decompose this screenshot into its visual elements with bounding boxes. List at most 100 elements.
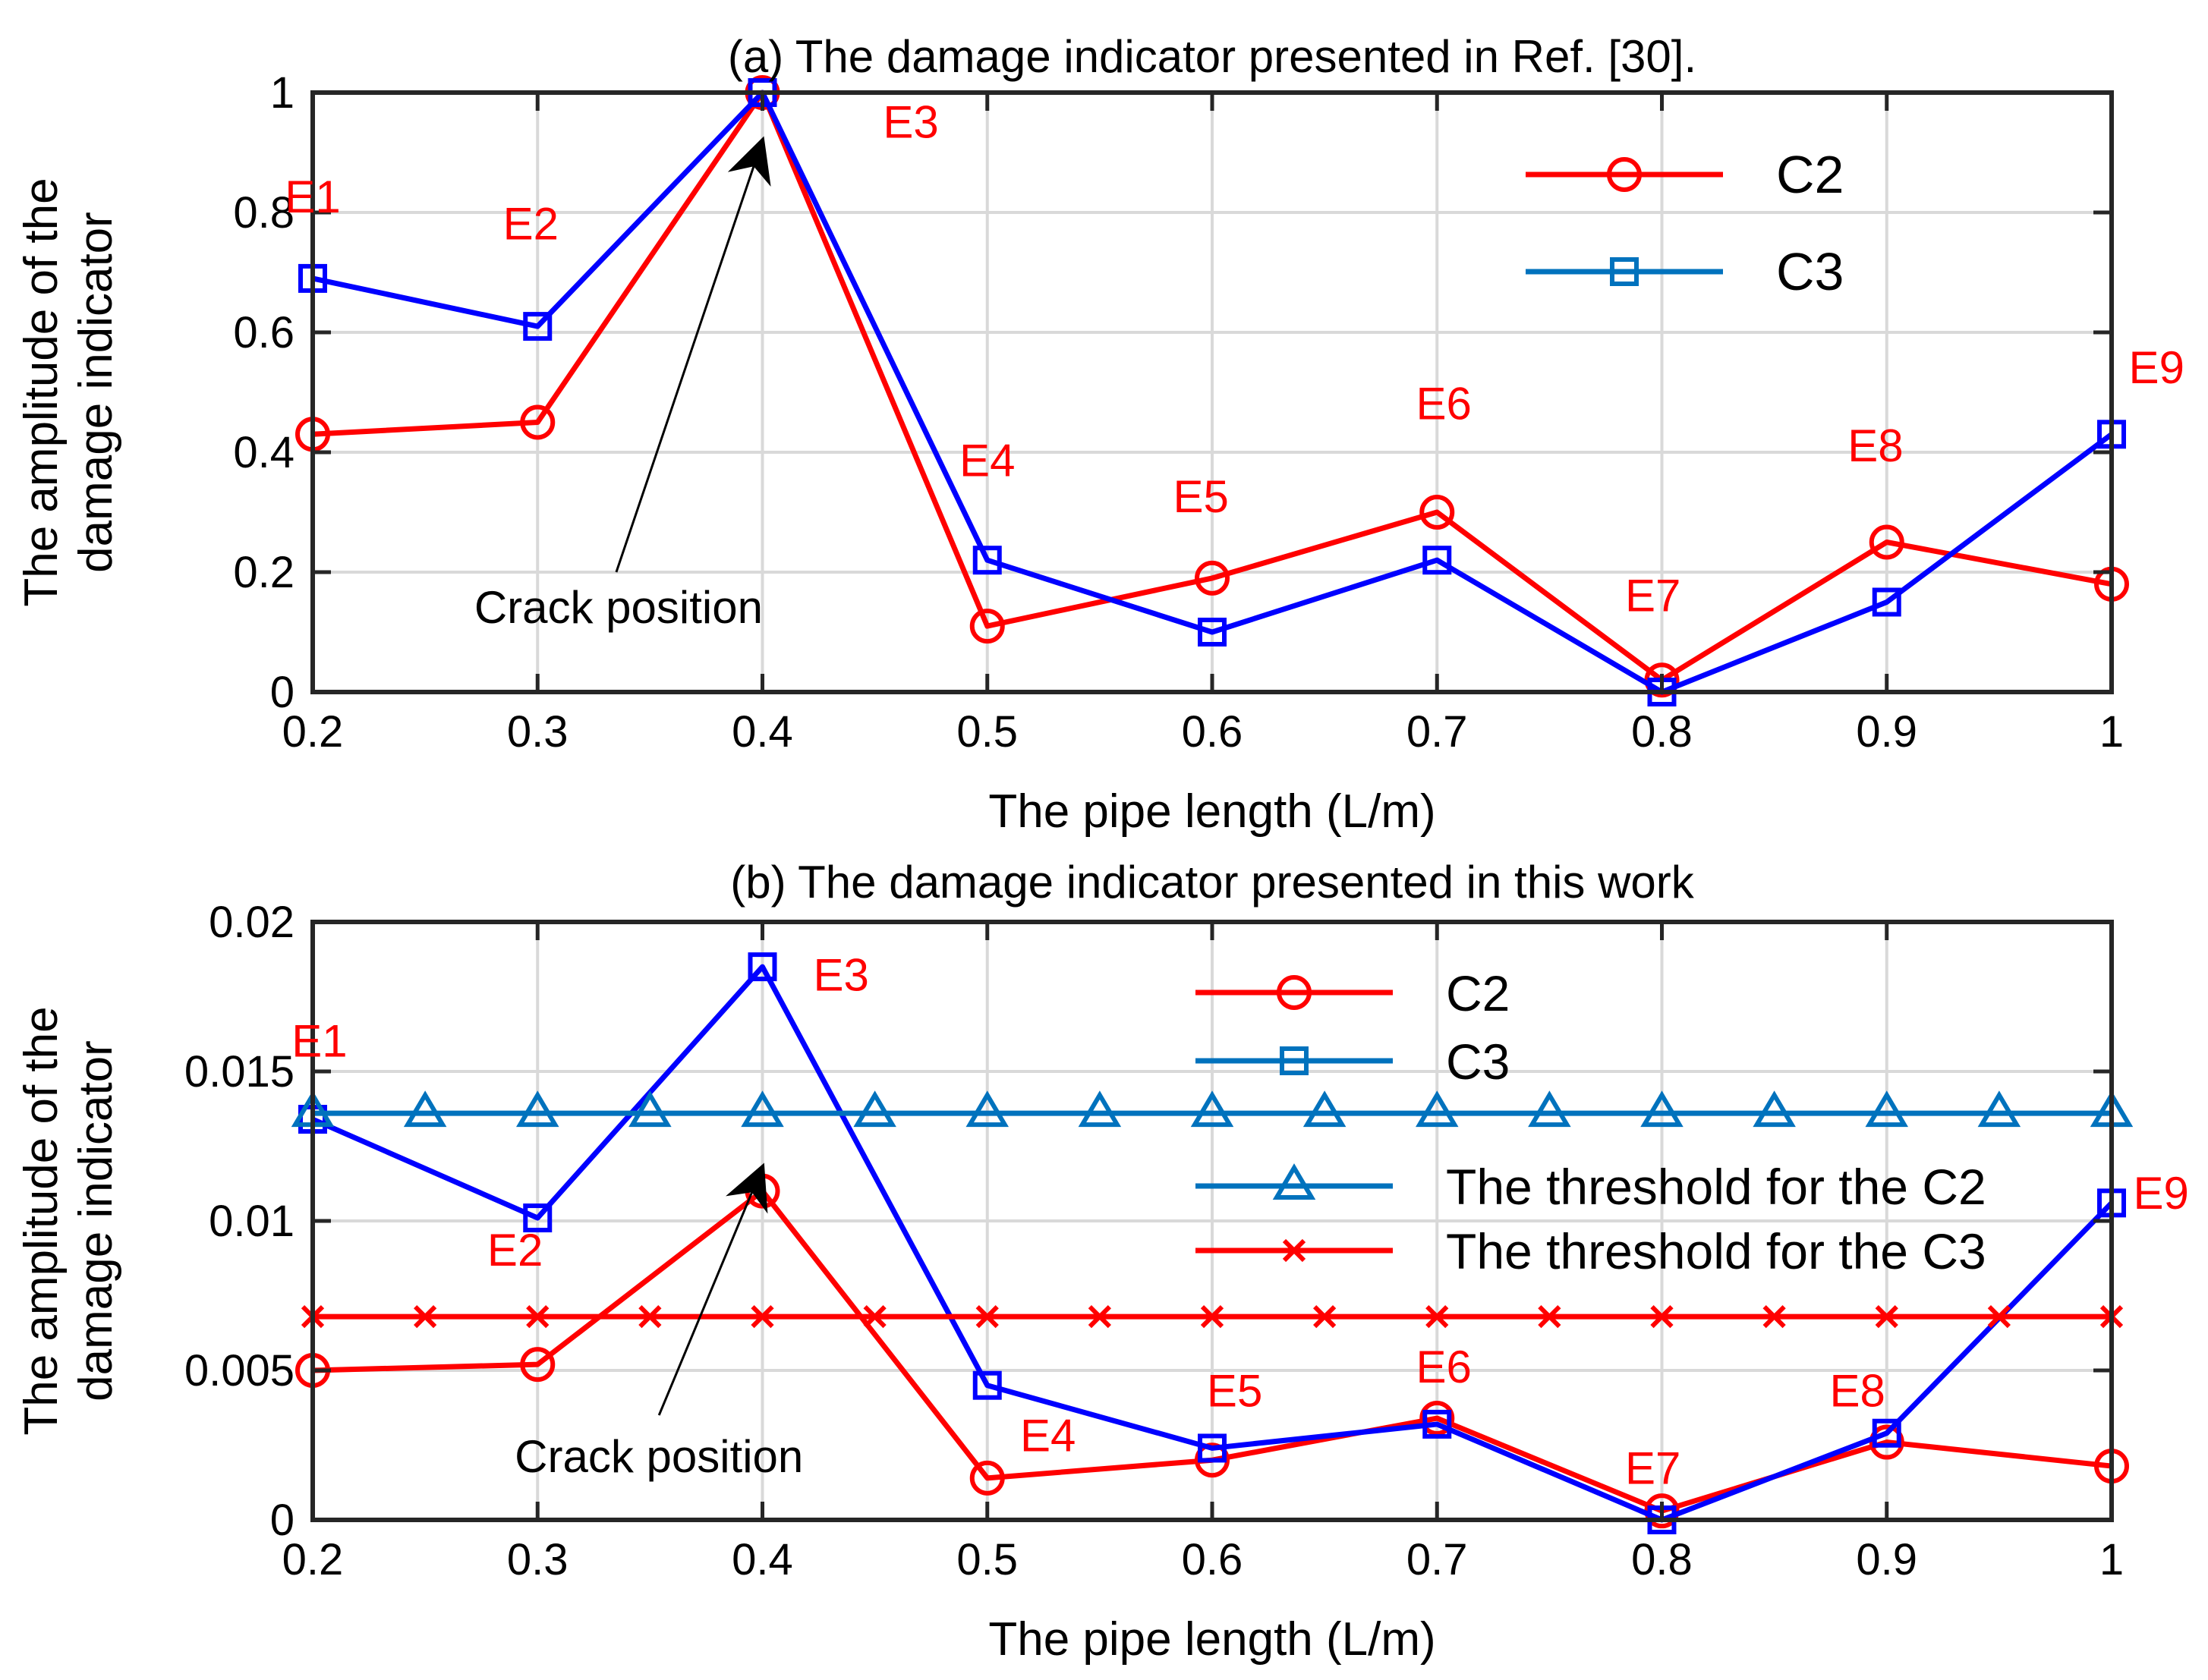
x-tick-label: 0.5: [956, 1535, 1018, 1584]
data-point: [969, 609, 1005, 644]
data-point: [1415, 1090, 1459, 1128]
point-label: E1: [285, 171, 340, 222]
data-point: [1753, 1090, 1796, 1128]
data-point: [523, 312, 553, 341]
x-tick-label: 0.6: [1182, 1535, 1243, 1584]
data-point: [1538, 1304, 1561, 1329]
data-point: [1875, 1304, 1898, 1329]
point-label: E8: [1830, 1365, 1885, 1416]
x-tick-label: 0.7: [1406, 1535, 1468, 1584]
data-point: [1078, 1090, 1122, 1128]
data-point: [1762, 1304, 1786, 1329]
y-tick-label: 0.005: [184, 1346, 295, 1395]
x-tick-label: 0.6: [1182, 707, 1243, 757]
point-label: E9: [2133, 1168, 2188, 1219]
x-tick-label: 0.2: [282, 1535, 344, 1584]
data-point: [1640, 1090, 1684, 1128]
data-point: [1865, 1090, 1909, 1128]
legend-marker: [1282, 1238, 1306, 1263]
series-c2: [295, 75, 2129, 698]
y-tick-label: 0.4: [233, 428, 295, 477]
data-point: [1872, 587, 1901, 617]
data-point: [1869, 1424, 1904, 1460]
x-tick-label: 0.4: [732, 1535, 793, 1584]
data-point: [1313, 1304, 1337, 1329]
x-tick-label: 0.5: [956, 707, 1018, 757]
crack-arrow: [657, 1162, 768, 1416]
crack-position-label: Crack position: [474, 582, 763, 633]
data-point: [1419, 495, 1455, 530]
x-tick-label: 0.9: [1856, 1535, 1917, 1584]
point-label: E8: [1847, 420, 1903, 471]
data-point: [1977, 1090, 2021, 1128]
legend-marker: [1280, 1046, 1309, 1075]
legend-marker: [1607, 157, 1642, 192]
series-line: [312, 90, 2114, 695]
data-point: [628, 1090, 672, 1128]
crack-position-label: Crack position: [515, 1431, 803, 1482]
point-label: E3: [813, 950, 868, 1001]
legend-marker: [1610, 257, 1639, 286]
data-point: [1088, 1304, 1112, 1329]
data-point: [1198, 1433, 1227, 1463]
series-c3: [298, 952, 2126, 1534]
data-point: [972, 1370, 1002, 1400]
data-point: [1419, 1401, 1455, 1436]
y-tick-label: 0: [270, 1496, 295, 1545]
x-tick-label: 0.4: [732, 707, 793, 757]
x-tick-label: 0.2: [282, 707, 344, 757]
legend-label: C3: [1776, 242, 1844, 301]
series-line: [312, 90, 2112, 683]
x-tick-label: 0.9: [1856, 707, 1917, 757]
x-tick-label: 0.3: [507, 1535, 569, 1584]
point-label: E2: [487, 1225, 543, 1276]
point-label: E7: [1625, 570, 1680, 621]
data-point: [965, 1090, 1010, 1128]
data-point: [523, 1203, 553, 1233]
point-label: E6: [1416, 1342, 1471, 1392]
y-tick-label: 1: [270, 68, 295, 118]
x-tick-label: 0.8: [1631, 707, 1693, 757]
legend-label: The threshold for the C2: [1446, 1159, 1986, 1215]
data-point: [1195, 560, 1230, 596]
legend-marker: [1277, 975, 1312, 1010]
data-point: [1198, 618, 1227, 647]
point-label: E5: [1173, 471, 1228, 522]
data-point: [969, 1460, 1005, 1496]
data-point: [1302, 1090, 1347, 1128]
y-tick-label: 0.02: [209, 898, 295, 947]
legend-label: C3: [1446, 1033, 1510, 1090]
data-point: [751, 1304, 774, 1329]
series-line: [311, 964, 2114, 1523]
data-point: [1869, 524, 1904, 560]
data-point: [1195, 1442, 1230, 1478]
data-point: [515, 1090, 559, 1128]
data-point: [526, 1304, 550, 1329]
y-tick-label: 0.6: [233, 308, 295, 357]
point-label: E4: [959, 436, 1015, 486]
y-tick-label: 0: [270, 668, 295, 717]
point-label: E2: [503, 199, 559, 250]
data-point: [1200, 1304, 1224, 1329]
point-label: E4: [1020, 1410, 1076, 1461]
data-point: [1190, 1090, 1234, 1128]
point-label: E9: [2129, 342, 2184, 393]
x-tick-label: 0.8: [1631, 1535, 1693, 1584]
data-point: [748, 952, 777, 982]
legend: C2 C3 The threshold for the C2 The threshol…: [1195, 965, 1986, 1279]
data-point: [1644, 662, 1680, 698]
legend-label: C2: [1776, 145, 1844, 204]
y-tick-label: 0.01: [209, 1197, 295, 1246]
legend: C2 C3: [1526, 145, 1844, 301]
data-point: [1425, 1304, 1449, 1329]
x-tick-label: 1: [2099, 707, 2124, 757]
x-tick-label: 1: [2099, 1535, 2124, 1584]
y-axis-label-line2: damage indicator: [70, 1040, 122, 1402]
point-label: E3: [883, 96, 938, 147]
legend-label: The threshold for the C3: [1446, 1223, 1986, 1279]
data-point: [1422, 546, 1452, 575]
x-tick-label: 0.7: [1406, 707, 1468, 757]
y-tick-label: 0.8: [233, 188, 295, 238]
y-axis-label-line1: The amplitude of the: [15, 178, 68, 606]
